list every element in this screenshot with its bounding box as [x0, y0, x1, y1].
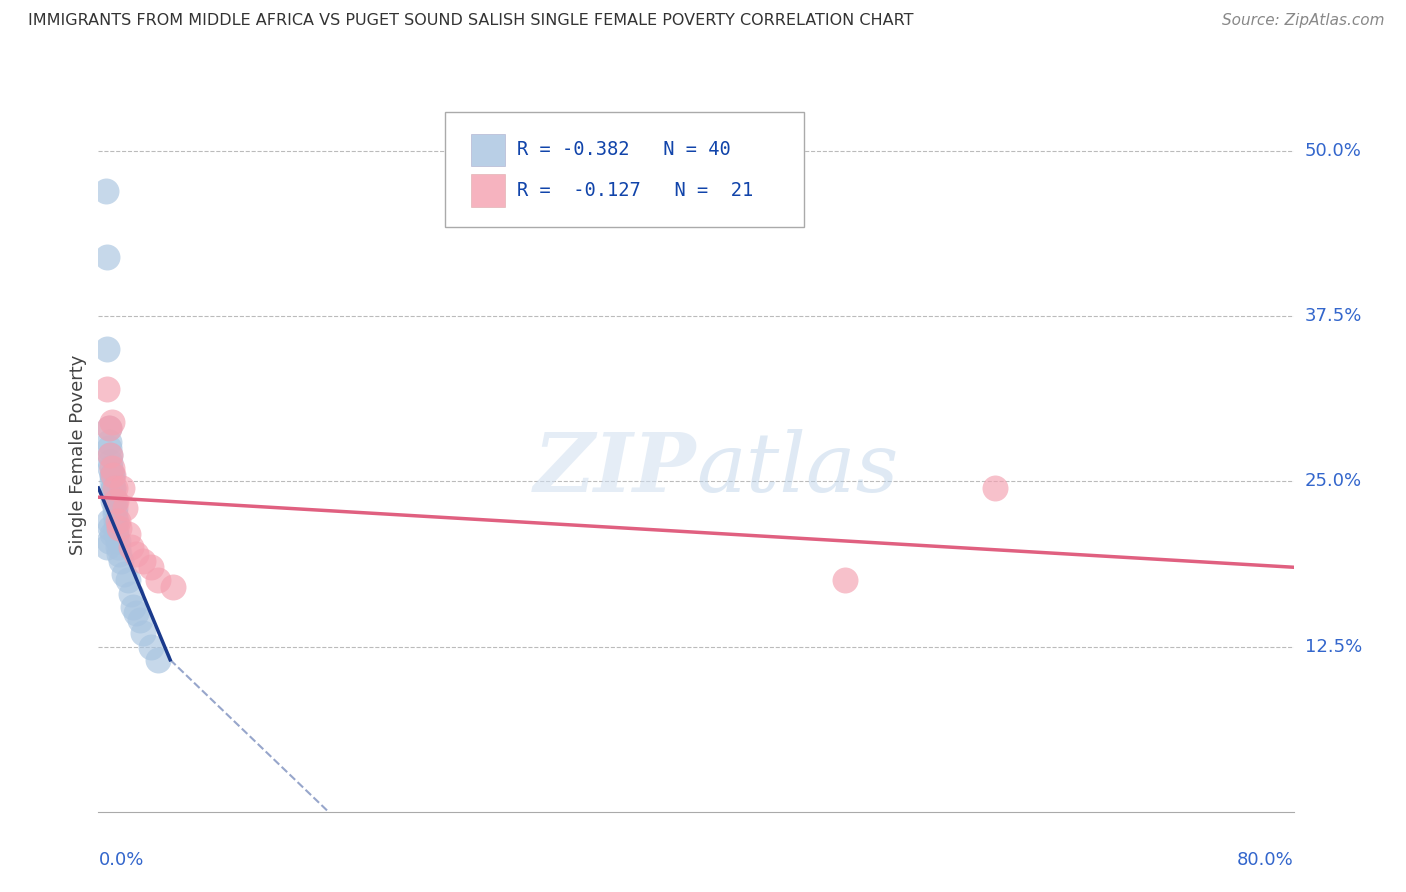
Text: ZIP: ZIP [533, 429, 696, 509]
Text: atlas: atlas [696, 429, 898, 509]
Point [117, 527, 139, 541]
Point [103, 487, 125, 501]
Point [139, 640, 162, 654]
Point [105, 527, 128, 541]
Point [101, 527, 124, 541]
Text: 0.0%: 0.0% [98, 851, 143, 869]
Point [97, 442, 120, 456]
Text: 37.5%: 37.5% [1305, 307, 1362, 326]
Text: R =  -0.127   N =  21: R = -0.127 N = 21 [517, 181, 754, 201]
Point [96, 250, 118, 264]
Point [107, 514, 129, 528]
Point [104, 508, 127, 522]
Point [148, 574, 170, 588]
Point [834, 574, 856, 588]
Point [139, 560, 162, 574]
Point [98, 448, 122, 462]
Point [103, 481, 125, 495]
Point [107, 533, 129, 548]
Point [125, 607, 148, 621]
Point [97, 421, 120, 435]
Point [101, 461, 124, 475]
Point [148, 653, 170, 667]
Point [97, 514, 120, 528]
Point [103, 494, 125, 508]
Point [96, 342, 118, 356]
Point [98, 448, 122, 462]
Point [983, 481, 1005, 495]
Point [114, 500, 136, 515]
Point [104, 500, 127, 515]
Point [96, 541, 118, 555]
Point [129, 613, 152, 627]
Point [112, 566, 135, 581]
Point [97, 421, 120, 435]
Point [97, 533, 120, 548]
Text: 80.0%: 80.0% [1237, 851, 1294, 869]
Text: 50.0%: 50.0% [1305, 142, 1361, 160]
Text: 12.5%: 12.5% [1305, 638, 1362, 656]
Point [98, 461, 122, 475]
Point [103, 481, 125, 495]
Point [97, 434, 120, 449]
Point [104, 494, 127, 508]
Point [98, 454, 122, 468]
Point [111, 481, 134, 495]
Point [120, 587, 142, 601]
Point [162, 580, 184, 594]
Point [132, 626, 155, 640]
Point [98, 520, 122, 534]
Y-axis label: Single Female Poverty: Single Female Poverty [69, 355, 87, 555]
FancyBboxPatch shape [444, 112, 804, 227]
Point [121, 599, 143, 614]
FancyBboxPatch shape [471, 134, 505, 166]
Point [103, 467, 125, 482]
Point [101, 467, 124, 482]
Point [105, 520, 128, 534]
Text: IMMIGRANTS FROM MIDDLE AFRICA VS PUGET SOUND SALISH SINGLE FEMALE POVERTY CORREL: IMMIGRANTS FROM MIDDLE AFRICA VS PUGET S… [28, 13, 914, 29]
FancyBboxPatch shape [471, 175, 505, 207]
Point [101, 475, 124, 489]
Point [117, 574, 139, 588]
Point [101, 467, 124, 482]
Point [105, 494, 128, 508]
Point [94, 184, 117, 198]
Point [104, 481, 127, 495]
Point [108, 547, 131, 561]
Point [96, 382, 118, 396]
Point [120, 541, 142, 555]
Text: 25.0%: 25.0% [1305, 473, 1362, 491]
Point [101, 415, 124, 429]
Point [105, 514, 128, 528]
Text: R = -0.382   N = 40: R = -0.382 N = 40 [517, 140, 731, 159]
Point [108, 520, 131, 534]
Text: Source: ZipAtlas.com: Source: ZipAtlas.com [1222, 13, 1385, 29]
Point [125, 547, 148, 561]
Point [132, 554, 155, 568]
Point [107, 541, 129, 555]
Point [110, 554, 132, 568]
